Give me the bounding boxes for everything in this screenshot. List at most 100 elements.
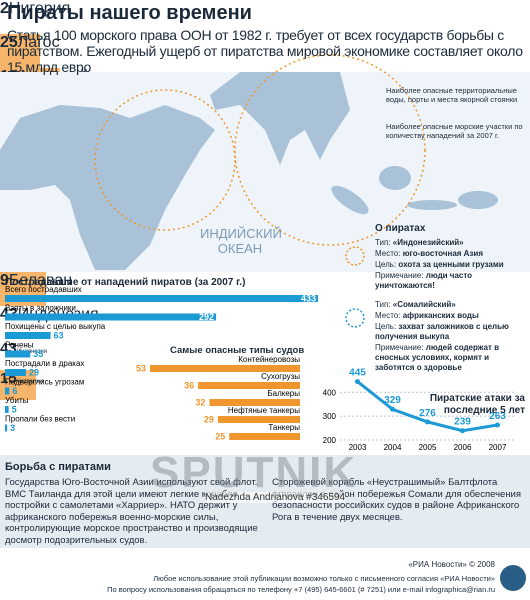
map-marker: 25Лагос [0, 34, 60, 68]
bar [150, 365, 300, 372]
chart-title: Самые опасные типы судов [170, 345, 305, 356]
about-field: Место: юго-восточная Азия [375, 249, 525, 259]
field-key: Место: [375, 249, 401, 258]
title: Пираты нашего времени [7, 2, 252, 24]
about-field: Тип: «Сомалийский» [375, 300, 525, 310]
value-label: 35 [33, 349, 43, 359]
marker-label: Индонезия [16, 349, 48, 355]
land [210, 72, 350, 165]
copyright: «РИА Новости» © 2008 [408, 560, 495, 569]
chart-title: Пострадавшие от нападений пиратов (за 20… [5, 277, 246, 288]
value-label: 63 [54, 331, 64, 341]
value-label: 29 [204, 415, 214, 425]
bar [5, 295, 318, 302]
bar [5, 332, 51, 339]
point [390, 406, 395, 412]
about-icon [345, 246, 365, 266]
bar-label: Балкеры [267, 389, 300, 398]
value-label: 6 [12, 386, 17, 396]
bar-label: Убиты [5, 396, 29, 405]
field-value: захват заложников с целью получения выку… [375, 322, 509, 341]
bar [5, 387, 10, 395]
value-label: 263 [489, 411, 506, 422]
x-tick-label: 2006 [454, 443, 472, 452]
legend-text: Наиболее опасные территориальные воды, п… [386, 86, 518, 104]
value-label: 5 [12, 405, 17, 415]
bar [5, 350, 31, 358]
value-label: 445 [349, 368, 366, 379]
value-label: 329 [384, 395, 401, 406]
about-field: Цель: захват заложников с целью получени… [375, 322, 525, 342]
bar [229, 433, 300, 440]
chart-title: Пиратские атаки за последние 5 лет [429, 393, 525, 416]
bar-label: Танкеры [268, 423, 300, 432]
bar [5, 424, 8, 432]
field-value: люди часто уничтожаются! [375, 271, 473, 290]
field-value: людей содержат в сносных условиях, кормя… [375, 343, 500, 372]
bar-label: Взяты в заложники [5, 304, 76, 313]
about-title: О пиратах [375, 223, 426, 234]
about-field: Примечание: люди часто уничтожаются! [375, 271, 525, 291]
bar [209, 399, 300, 406]
y-tick-label: 300 [323, 412, 337, 421]
about-field: Примечание: людей содержат в сносных усл… [375, 343, 525, 373]
map-marker: 2Нигерия [0, 0, 70, 34]
value-label: 433 [301, 294, 316, 304]
about-field: Тип: «Индонезийский» [375, 238, 525, 248]
value-label: 36 [184, 381, 194, 391]
bar [5, 313, 217, 321]
point [460, 428, 465, 434]
field-key: Примечание: [375, 271, 424, 280]
article-text: Государства Юго-Восточной Азии использую… [5, 477, 258, 546]
marker-value: 25 [0, 34, 18, 51]
value-label: 25 [215, 432, 225, 442]
x-tick-label: 2004 [384, 443, 402, 452]
watermark-credit: Nadezhda Andrianova #346594 [205, 492, 346, 503]
marker-value: 2 [0, 0, 9, 17]
bar-label: Ранены [5, 341, 34, 350]
watermark: SPUTNIK [150, 448, 358, 497]
field-value: «Сомалийский» [392, 300, 456, 309]
field-key: Тип: [375, 238, 391, 247]
land [379, 166, 411, 190]
point [495, 422, 500, 428]
value-label: 3 [10, 423, 15, 433]
land [407, 200, 457, 210]
about-field: Цель: охота за ценными грузами [375, 260, 525, 270]
marker-label: Читтагонг [16, 379, 44, 385]
about-item: Тип: «Сомалийский» Место: африканских вод… [375, 300, 525, 374]
y-tick-label: 400 [323, 388, 337, 397]
field-key: Цель: [375, 322, 397, 331]
field-key: Тип: [375, 300, 391, 309]
legend-text: Наиболее опасные морские участки по коли… [386, 122, 523, 140]
about-icon [345, 308, 365, 328]
field-value: юго-восточная Азия [402, 249, 483, 258]
field-value: «Индонезийский» [392, 238, 464, 247]
footer-note: Любое использование этой публикации возм… [153, 574, 495, 583]
value-label: 53 [136, 364, 146, 374]
field-key: Место: [375, 311, 401, 320]
bar [198, 382, 300, 389]
ocean-label: ИНДИЙСКИЙ ОКЕАН [200, 226, 282, 256]
bar-label: Похищены с целью выкупа [5, 322, 106, 331]
bar-label: Нефтяные танкеры [228, 406, 300, 415]
bar-label: Всего пострадавших [5, 285, 82, 294]
article-text: Сторожевой корабль «Неустрашимый» Балтфл… [272, 477, 522, 523]
x-tick-label: 2005 [419, 443, 437, 452]
bar-label: Пострадали в драках [5, 359, 84, 368]
land [331, 185, 369, 215]
value-label: 239 [454, 417, 471, 428]
land [458, 191, 498, 209]
y-tick-label: 200 [323, 436, 337, 445]
bar [5, 406, 9, 413]
bar-label: Сухогрузы [261, 372, 300, 381]
marker-value: 9 [0, 272, 9, 289]
about-item: Тип: «Индонезийский» Место: юго-восточная… [375, 238, 525, 292]
bar-label: Подверглись угрозам [5, 378, 84, 387]
value-label: 29 [29, 368, 39, 378]
marker-label: Белаван [8, 272, 73, 289]
article-title: Борьба с пиратами [5, 461, 111, 473]
marker-label: Лагос [17, 34, 60, 51]
bar-label: Контейнеровозы [238, 355, 300, 364]
